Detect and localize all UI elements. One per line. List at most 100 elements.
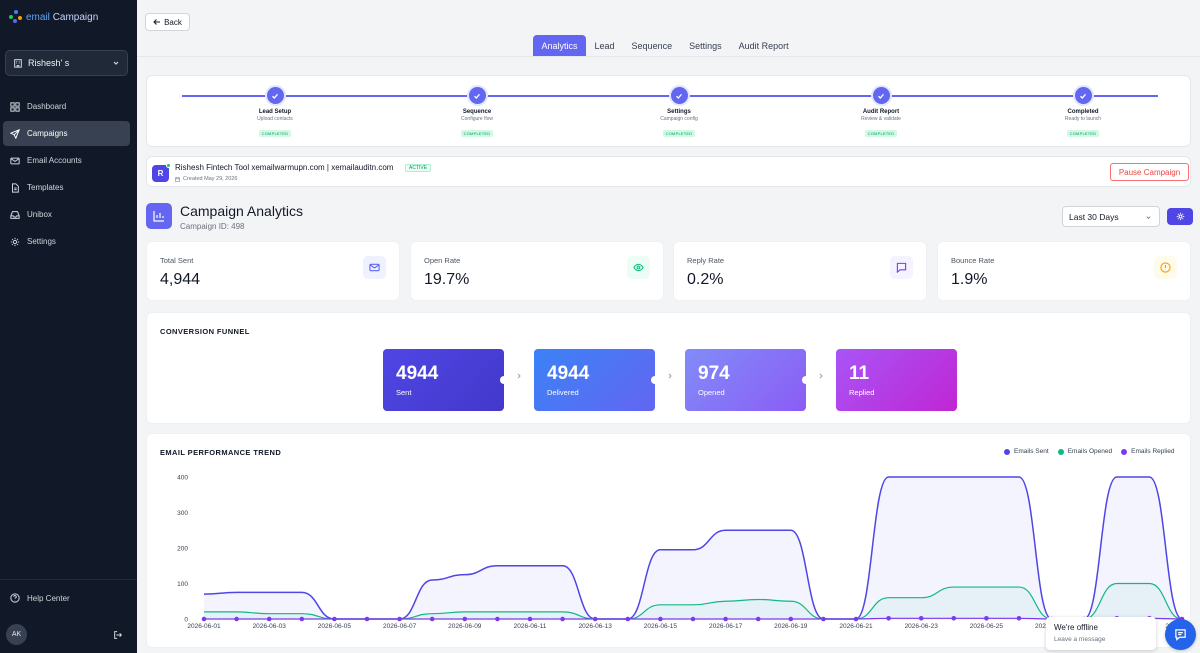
chat-icon bbox=[890, 256, 913, 279]
analytics-settings-button[interactable] bbox=[1167, 208, 1193, 225]
legend-dot bbox=[1057, 448, 1064, 455]
legend-item-opened[interactable]: Emails Opened bbox=[1057, 448, 1112, 455]
funnel-connector-dot bbox=[500, 376, 508, 384]
stat-value: 0.2% bbox=[687, 271, 724, 288]
stat-value: 1.9% bbox=[951, 271, 988, 288]
sidebar-item-settings[interactable]: Settings bbox=[3, 229, 130, 254]
step-sequence[interactable]: Sequence Configure flow COMPLETED bbox=[432, 87, 522, 140]
logout-icon[interactable] bbox=[113, 630, 123, 640]
chevron-down-icon bbox=[113, 61, 119, 65]
tab-audit-report[interactable]: Audit Report bbox=[738, 40, 789, 51]
sidebar-item-campaigns[interactable]: Campaigns bbox=[3, 121, 130, 146]
data-point bbox=[299, 616, 305, 622]
x-tick-label: 2026-06-11 bbox=[514, 623, 547, 630]
data-point bbox=[429, 616, 435, 622]
sidebar-item-label: Dashboard bbox=[27, 102, 67, 111]
sidebar-item-label: Settings bbox=[27, 237, 56, 246]
data-point bbox=[723, 616, 728, 622]
step-title: Audit Report bbox=[862, 109, 900, 115]
data-point bbox=[332, 616, 337, 622]
step-subtitle: Configure flow bbox=[461, 116, 493, 122]
help-center-label: Help Center bbox=[27, 593, 70, 603]
section-title: CONVERSION FUNNEL bbox=[160, 327, 250, 336]
stat-value: 4,944 bbox=[160, 271, 201, 288]
calendar-icon bbox=[175, 176, 180, 182]
app-logo[interactable]: email Campaign bbox=[9, 10, 98, 24]
sidebar-item-dashboard[interactable]: Dashboard bbox=[3, 94, 130, 119]
x-tick-label: 2026-06-25 bbox=[970, 623, 1004, 630]
step-audit-report[interactable]: Audit Report Review & validate COMPLETED bbox=[836, 87, 926, 140]
step-completed[interactable]: Completed Ready to launch COMPLETED bbox=[1038, 87, 1128, 140]
stat-card-total-sent: Total Sent 4,944 bbox=[146, 241, 400, 301]
tab-sequence[interactable]: Sequence bbox=[631, 40, 673, 51]
chat-offline-popup[interactable]: We're offline Leave a message bbox=[1046, 617, 1156, 650]
workspace-selector[interactable]: Rishesh' s bbox=[5, 50, 128, 76]
step-title: Settings bbox=[667, 109, 691, 115]
data-point bbox=[658, 616, 663, 622]
tab-analytics[interactable]: Analytics bbox=[533, 35, 587, 56]
pause-campaign-button[interactable]: Pause Campaign bbox=[1110, 163, 1189, 181]
stat-label: Open Rate bbox=[424, 256, 461, 265]
mail-icon bbox=[363, 256, 386, 279]
y-tick-label: 0 bbox=[184, 617, 188, 624]
logo-mark-icon bbox=[9, 10, 23, 24]
step-status-badge: COMPLETED bbox=[258, 130, 292, 137]
sidebar-item-templates[interactable]: Templates bbox=[3, 175, 130, 200]
x-tick-label: 2026-06-15 bbox=[644, 623, 678, 630]
sidebar-item-label: Unibox bbox=[27, 210, 52, 219]
inbox-icon bbox=[10, 210, 20, 219]
stat-card-reply-rate: Reply Rate 0.2% bbox=[673, 241, 927, 301]
legend-dot bbox=[1004, 448, 1010, 455]
data-point bbox=[527, 616, 533, 622]
stepper-line bbox=[182, 95, 1158, 97]
x-tick-label: 2026-06-19 bbox=[774, 623, 808, 630]
check-icon bbox=[474, 93, 480, 99]
x-tick-label: 2026-06-05 bbox=[318, 623, 352, 630]
stat-label: Bounce Rate bbox=[951, 256, 995, 265]
back-button[interactable]: Back bbox=[145, 13, 190, 31]
gear-icon bbox=[10, 237, 20, 246]
sidebar-item-email-accounts[interactable]: Email Accounts bbox=[3, 148, 130, 173]
funnel-value: 974 bbox=[698, 363, 730, 384]
data-point bbox=[853, 616, 859, 622]
user-avatar[interactable]: AK bbox=[6, 624, 27, 645]
data-point bbox=[266, 616, 272, 622]
step-subtitle: Ready to launch bbox=[1064, 116, 1102, 122]
stat-card-open-rate: Open Rate 19.7% bbox=[410, 241, 664, 301]
legend-item-sent[interactable]: Emails Sent bbox=[1004, 448, 1049, 455]
x-tick-label: 2026-06-09 bbox=[448, 623, 482, 630]
legend-item-replied[interactable]: Emails Replied bbox=[1121, 448, 1175, 455]
chat-launcher-button[interactable] bbox=[1165, 619, 1196, 650]
data-point bbox=[690, 616, 696, 622]
series-area-0 bbox=[204, 477, 1182, 619]
data-point bbox=[821, 616, 826, 622]
online-status-dot bbox=[166, 163, 171, 168]
stat-label: Reply Rate bbox=[687, 256, 725, 265]
help-circle-icon bbox=[10, 593, 20, 603]
campaign-status-badge: ACTIVE bbox=[405, 164, 432, 172]
date-range-value: Last 30 Days bbox=[1069, 211, 1119, 222]
stat-value: 19.7% bbox=[424, 271, 470, 288]
data-point bbox=[201, 616, 207, 622]
y-tick-label: 200 bbox=[177, 546, 188, 553]
sidebar-item-label: Email Accounts bbox=[27, 156, 82, 165]
help-center-link[interactable]: Help Center bbox=[10, 593, 70, 603]
stat-label: Total Sent bbox=[160, 256, 194, 265]
step-lead-setup[interactable]: Lead Setup Upload contacts COMPLETED bbox=[230, 87, 320, 140]
progress-stepper: Lead Setup Upload contacts COMPLETED Seq… bbox=[146, 75, 1191, 147]
date-range-select[interactable]: Last 30 Days bbox=[1062, 206, 1160, 227]
funnel-step-delivered: 4944 Delivered bbox=[534, 349, 659, 411]
top-bar: Back Analytics Lead Sequence Settings Au… bbox=[137, 0, 1200, 57]
tab-lead[interactable]: Lead bbox=[594, 40, 615, 51]
chevron-down-icon bbox=[1146, 216, 1151, 219]
step-settings[interactable]: Settings Campaign config COMPLETED bbox=[634, 87, 724, 140]
y-tick-label: 400 bbox=[177, 475, 188, 482]
tab-settings[interactable]: Settings bbox=[689, 40, 722, 51]
sidebar-item-label: Templates bbox=[27, 183, 64, 192]
sidebar-nav: Dashboard Campaigns Email Accounts Templ… bbox=[3, 94, 130, 256]
funnel-connector-dot bbox=[802, 376, 810, 384]
stat-card-bounce-rate: Bounce Rate 1.9% bbox=[937, 241, 1191, 301]
sidebar-item-unibox[interactable]: Unibox bbox=[3, 202, 130, 227]
x-tick-label: 2026-06-07 bbox=[383, 623, 417, 630]
data-point bbox=[625, 616, 631, 622]
